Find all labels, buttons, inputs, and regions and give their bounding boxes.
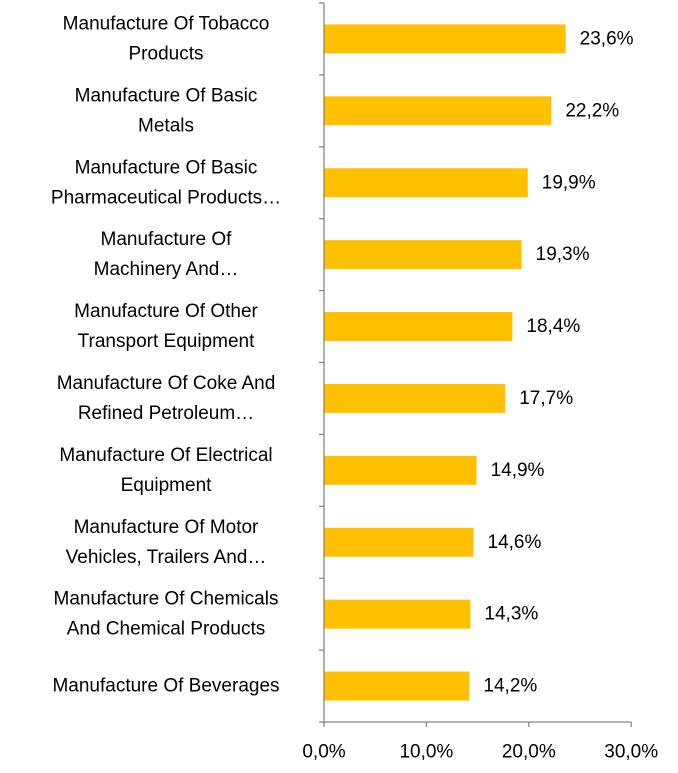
- category-label: Manufacture Of Machinery And…: [94, 229, 239, 280]
- bar: [324, 24, 566, 54]
- x-tick-label: 20,0%: [502, 742, 556, 763]
- bar: [324, 671, 470, 701]
- category-label-line: Equipment: [121, 475, 213, 496]
- category-label-line: Manufacture Of: [101, 229, 233, 250]
- category-label-line: Manufacture Of Basic: [75, 85, 258, 106]
- bar: [324, 96, 552, 126]
- x-tick-label: 10,0%: [399, 742, 453, 763]
- bar: [324, 383, 506, 413]
- category-label: Manufacture Of Coke And Refined Petroleum…: [57, 373, 276, 424]
- bar: [324, 168, 528, 198]
- bars: [324, 24, 566, 701]
- category-label: Manufacture Of Motor Vehicles, Trailers A…: [66, 517, 267, 568]
- category-label-line: Transport Equipment: [78, 331, 255, 352]
- category-label-line: Refined Petroleum…: [78, 403, 254, 424]
- category-label-line: And Chemical Products: [67, 619, 266, 640]
- data-labels: 23,6% 22,2% 19,9% 19,3% 18,4% 17,7% 14,9% 14,6%…: [483, 28, 633, 696]
- category-label-line: Manufacture Of Basic: [75, 157, 258, 178]
- data-label: 18,4%: [526, 316, 580, 337]
- category-label-line: Pharmaceutical Products…: [51, 187, 281, 208]
- data-label: 22,2%: [565, 100, 619, 121]
- category-label: Manufacture Of Electrical Equipment: [59, 445, 272, 496]
- category-label-line: Vehicles, Trailers And…: [66, 547, 267, 568]
- axes: [319, 2, 632, 727]
- x-tick-label: 0,0%: [302, 742, 345, 763]
- category-label: Manufacture Of Tobacco Products: [63, 13, 270, 64]
- bar: [324, 312, 513, 342]
- data-label: 14,6%: [488, 532, 542, 553]
- category-label-line: Manufacture Of Motor: [74, 517, 259, 538]
- category-label-line: Manufacture Of Coke And: [57, 373, 276, 394]
- category-label-line: Manufacture Of Electrical: [59, 445, 272, 466]
- bar: [324, 455, 477, 485]
- data-label: 14,2%: [483, 676, 537, 697]
- data-label: 19,3%: [536, 244, 590, 265]
- data-label: 14,3%: [484, 604, 538, 625]
- category-label-line: Metals: [138, 115, 194, 136]
- x-tick-label: 30,0%: [604, 742, 658, 763]
- category-label-line: Manufacture Of Tobacco: [63, 13, 270, 34]
- data-label: 17,7%: [519, 388, 573, 409]
- data-label: 23,6%: [580, 28, 634, 49]
- category-label-line: Manufacture Of Chemicals: [54, 589, 279, 610]
- category-labels: Manufacture Of Tobacco ProductsManufactur…: [51, 13, 281, 696]
- category-label-line: Machinery And…: [94, 259, 239, 280]
- bar: [324, 527, 474, 557]
- category-label: Manufacture Of Other Transport Equipment: [74, 301, 258, 352]
- data-label: 14,9%: [491, 460, 545, 481]
- x-tick-labels: 0,0% 10,0% 20,0% 30,0%: [302, 742, 658, 763]
- data-label: 19,9%: [542, 172, 596, 193]
- bar: [324, 240, 522, 270]
- category-label: Manufacture Of Chemicals And Chemical Pro…: [54, 589, 279, 640]
- category-label-line: Manufacture Of Beverages: [52, 676, 279, 697]
- category-label: Manufacture Of Basic Metals: [75, 85, 258, 136]
- category-label: Manufacture Of Basic Pharmaceutical Produ…: [51, 157, 281, 208]
- category-label-line: Manufacture Of Other: [74, 301, 258, 322]
- category-label: Manufacture Of Beverages: [52, 676, 279, 697]
- bar: [324, 599, 471, 629]
- category-label-line: Products: [129, 43, 204, 64]
